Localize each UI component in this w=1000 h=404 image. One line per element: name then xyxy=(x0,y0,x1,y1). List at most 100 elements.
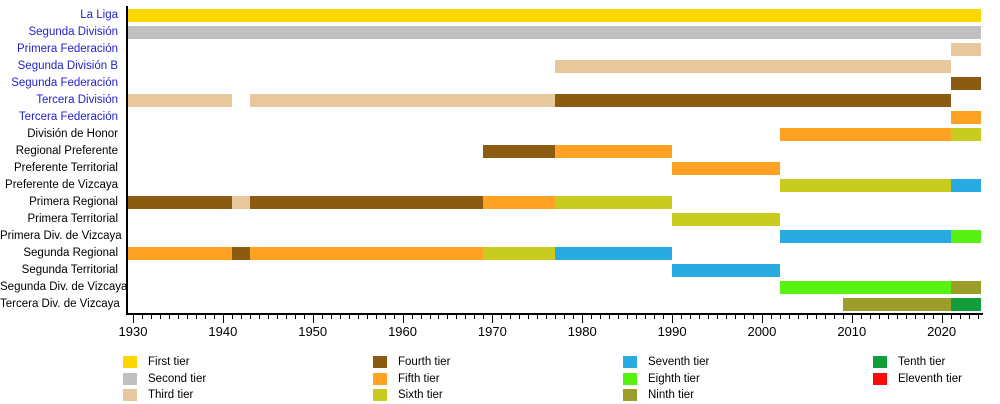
x-axis-minor-tick xyxy=(797,314,799,319)
legend-swatch-third-tier xyxy=(123,389,137,401)
bar-segment-segunda-regional-sixth-tier xyxy=(483,247,556,260)
x-axis-minor-tick xyxy=(177,314,179,319)
legend-label-eighth-tier: Eighth tier xyxy=(648,372,700,385)
bar-segment-primera-div-de-vizcaya-seventh-tier xyxy=(779,230,951,243)
row-label-segunda-federaci-n[interactable]: Segunda Federación xyxy=(11,77,118,89)
x-axis-minor-tick xyxy=(869,314,871,319)
x-axis-minor-tick xyxy=(905,314,907,319)
legend-label-tenth-tier: Tenth tier xyxy=(898,356,946,368)
row-label-segunda-divisi-n-b[interactable]: Segunda División B xyxy=(17,60,118,72)
legend-label-first-tier: First tier xyxy=(148,356,190,368)
row-label-regional-preferente: Regional Preferente xyxy=(15,145,118,157)
bar-segment-segunda-regional-fifth-tier xyxy=(249,247,484,260)
x-axis-minor-tick xyxy=(564,314,566,319)
legend-label-second-tier: Second tier xyxy=(148,372,207,385)
legend-label-seventh-tier: Seventh tier xyxy=(648,356,710,368)
x-axis-minor-tick xyxy=(420,314,422,319)
bar-segment-divisi-n-de-honor-sixth-tier xyxy=(950,128,982,141)
x-axis-minor-tick xyxy=(213,314,215,319)
bar-segment-tercera-divisi-n-third-tier xyxy=(249,94,556,107)
x-axis-major-tick xyxy=(582,314,584,323)
row-label-segunda-div-de-vizcaya: Segunda Div. de Vizcaya xyxy=(0,281,128,293)
x-axis-minor-tick xyxy=(483,314,485,319)
x-axis-minor-tick xyxy=(510,314,512,319)
x-axis-minor-tick xyxy=(339,314,341,319)
x-axis-minor-tick xyxy=(321,314,323,319)
x-axis-major-tick xyxy=(941,314,943,323)
x-axis-tick-label: 1950 xyxy=(298,324,328,339)
x-axis-tick-label: 2020 xyxy=(927,324,957,339)
bar-segment-primera-territorial-sixth-tier xyxy=(672,213,780,226)
x-axis-major-tick xyxy=(222,314,224,323)
x-axis-major-tick xyxy=(492,314,494,323)
x-axis-major-tick xyxy=(402,314,404,323)
x-axis-minor-tick xyxy=(330,314,332,319)
x-axis-minor-tick xyxy=(600,314,602,319)
bar-segment-tercera-federaci-n-fifth-tier xyxy=(950,111,982,124)
row-label-primera-regional: Primera Regional xyxy=(29,196,118,208)
x-axis-minor-tick xyxy=(663,314,665,319)
legend-swatch-eleventh-tier xyxy=(873,372,887,385)
bar-segment-tercera-div-de-vizcaya-ninth-tier xyxy=(842,298,951,311)
x-axis-major-tick xyxy=(672,314,674,323)
x-axis-minor-tick xyxy=(249,314,251,319)
bar-segment-preferente-territorial-fifth-tier xyxy=(672,162,780,175)
x-axis-minor-tick xyxy=(204,314,206,319)
x-axis-major-tick xyxy=(761,314,763,323)
x-axis-minor-tick xyxy=(699,314,701,319)
x-axis-minor-tick xyxy=(788,314,790,319)
x-axis-major-tick xyxy=(133,314,134,323)
x-axis-minor-tick xyxy=(195,314,197,319)
x-axis-major-tick xyxy=(851,314,853,323)
bar-segment-segunda-divisi-n-second-tier xyxy=(127,26,982,39)
row-label-tercera-federaci-n[interactable]: Tercera Federación xyxy=(18,111,118,123)
x-axis-minor-tick xyxy=(734,314,736,319)
row-label-segunda-divisi-n[interactable]: Segunda División xyxy=(28,26,118,38)
legend-swatch-eighth-tier xyxy=(623,372,637,385)
row-label-la-liga[interactable]: La Liga xyxy=(80,9,118,21)
x-axis-minor-tick xyxy=(887,314,889,319)
x-axis-minor-tick xyxy=(573,314,575,319)
x-axis-minor-tick xyxy=(618,314,620,319)
x-axis-minor-tick xyxy=(528,314,530,319)
x-axis-minor-tick xyxy=(654,314,656,319)
row-label-primera-federaci-n[interactable]: Primera Federación xyxy=(17,43,118,55)
legend-label-third-tier: Third tier xyxy=(148,389,194,401)
x-axis-minor-tick xyxy=(878,314,880,319)
bar-segment-primera-regional-fifth-tier xyxy=(483,196,556,209)
bar-segment-segunda-territorial-seventh-tier xyxy=(672,264,780,277)
row-label-divisi-n-de-honor: División de Honor xyxy=(27,128,118,140)
x-axis-minor-tick xyxy=(752,314,754,319)
x-axis-minor-tick xyxy=(537,314,539,319)
bar-segment-primera-regional-fourth-tier xyxy=(127,196,232,209)
legend-swatch-fifth-tier xyxy=(373,372,387,385)
x-axis-minor-tick xyxy=(501,314,503,319)
legend-swatch-second-tier xyxy=(123,372,137,385)
x-axis-minor-tick xyxy=(815,314,817,319)
x-axis-minor-tick xyxy=(303,314,305,319)
legend-label-fifth-tier: Fifth tier xyxy=(398,372,440,385)
row-label-tercera-divisi-n[interactable]: Tercera División xyxy=(36,94,118,106)
bar-segment-segunda-regional-fourth-tier xyxy=(231,247,250,260)
x-axis-tick-label: 1960 xyxy=(388,324,417,339)
legend-swatch-fourth-tier xyxy=(373,356,387,368)
x-axis-minor-tick xyxy=(968,314,970,319)
bar-segment-segunda-federaci-n-fourth-tier xyxy=(950,77,982,90)
x-axis-minor-tick xyxy=(824,314,826,319)
bar-segment-primera-div-de-vizcaya-eighth-tier xyxy=(950,230,982,243)
x-axis-minor-tick xyxy=(779,314,781,319)
x-axis-minor-tick xyxy=(159,314,161,319)
x-axis-minor-tick xyxy=(465,314,467,319)
x-axis-minor-tick xyxy=(609,314,611,319)
x-axis-minor-tick xyxy=(267,314,269,319)
x-axis-minor-tick xyxy=(914,314,916,319)
x-axis-tick-label: 1970 xyxy=(477,324,507,339)
bar-segment-tercera-divisi-n-third-tier xyxy=(127,94,232,107)
x-axis-minor-tick xyxy=(519,314,521,319)
row-label-primera-div-de-vizcaya: Primera Div. de Vizcaya xyxy=(0,230,122,242)
x-axis-minor-tick xyxy=(959,314,961,319)
x-axis-minor-tick xyxy=(240,314,242,319)
legend-swatch-first-tier xyxy=(123,356,137,368)
bar-segment-segunda-divisi-n-b-third-tier xyxy=(555,60,951,73)
